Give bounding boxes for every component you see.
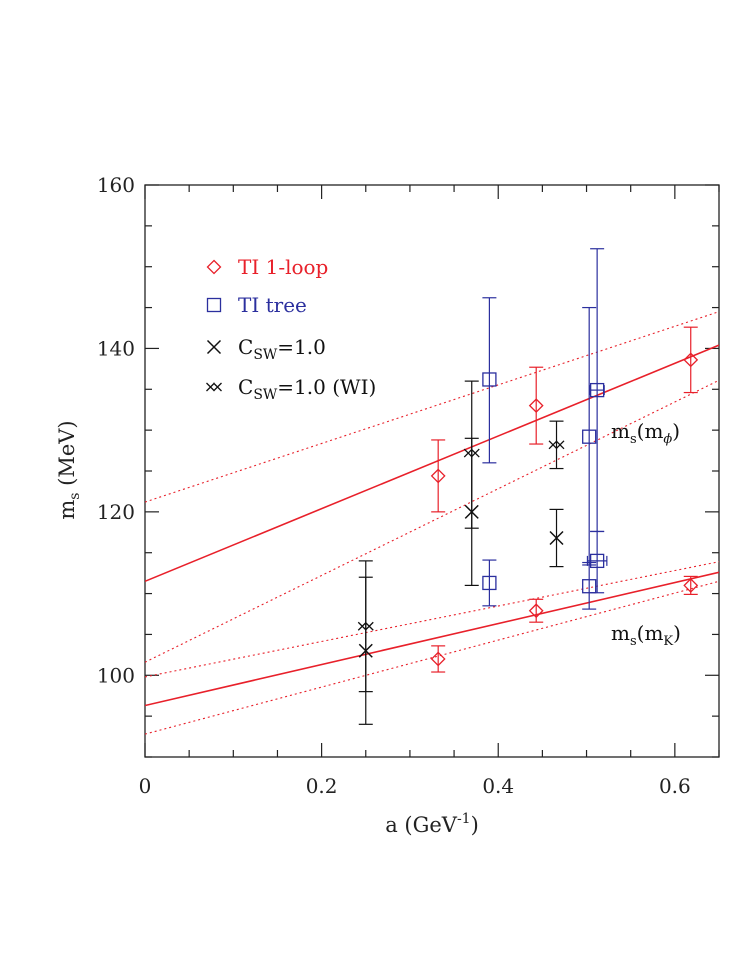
data-point: [528, 598, 544, 623]
x-tick-label: 0: [139, 774, 152, 798]
marker-square: [589, 553, 605, 569]
legend-marker-double-cross: [206, 382, 222, 392]
data-point: [589, 248, 605, 533]
data-point: [582, 306, 597, 566]
marker-square: [482, 372, 497, 387]
marker-diamond: [430, 651, 446, 667]
marker-diamond: [430, 468, 446, 484]
axis-ticks: [144, 184, 720, 758]
x-tick-label: 0.6: [659, 774, 691, 798]
legend-cswwi-base: C: [238, 375, 253, 399]
data-point: [549, 508, 564, 568]
annot-k-sub2: K: [663, 634, 673, 649]
data-point: [683, 326, 699, 394]
annotation-ms-mphi: ms(mϕ): [611, 419, 680, 447]
annot-k-open: (m: [637, 621, 664, 645]
marker-diamond: [683, 577, 699, 593]
marker-square: [482, 575, 497, 591]
annot-phi-sub2: ϕ: [663, 432, 672, 447]
legend-csw-tail: =1.0: [277, 335, 326, 359]
legend-csw-sub: SW: [253, 347, 278, 363]
legend-cswwi-sub: SW: [253, 387, 278, 403]
legend-marker-diamond: [206, 259, 222, 275]
annotation-ms-mk: ms(mK): [611, 621, 681, 649]
data-point: [430, 439, 446, 513]
x-axis-label-close: ): [471, 813, 479, 837]
marker-diamond: [683, 352, 699, 368]
marker-square: [582, 579, 597, 594]
data-point: [582, 561, 597, 610]
plot-frame: [144, 184, 720, 758]
y-tick-label: 160: [97, 173, 135, 197]
marker-diamond: [528, 398, 544, 414]
annot-k-sub: s: [630, 634, 637, 649]
annot-k-close: ): [673, 621, 681, 645]
x-tick-label: 0.4: [482, 774, 514, 798]
fit-band-upper: [145, 311, 719, 503]
annot-k-base: m: [611, 621, 630, 645]
legend-marker-square: [206, 297, 222, 313]
annot-phi-sub: s: [630, 432, 637, 447]
legend-label-csw: CSW=1.0: [238, 335, 326, 363]
y-axis-label-main: m: [55, 500, 79, 520]
marker-diamond: [528, 603, 544, 619]
data-point: [357, 560, 374, 693]
x-axis-label-main: a (GeV: [385, 813, 458, 837]
data-point: [586, 530, 608, 594]
data-point: [548, 420, 565, 470]
data-point: [463, 380, 480, 529]
legend-csw-base: C: [238, 335, 253, 359]
y-tick-label: 100: [97, 663, 135, 687]
legend-marker-cross: [206, 339, 222, 355]
data-point: [430, 645, 446, 673]
marker-square: [589, 382, 605, 398]
y-axis-label: ms (MeV): [55, 420, 83, 519]
data-point: [528, 366, 544, 445]
annot-phi-close: ): [672, 419, 680, 443]
data-point: [482, 297, 497, 464]
fit-band-lower: [145, 379, 719, 663]
data-point: [683, 575, 699, 595]
x-tick-label: 0.2: [306, 774, 338, 798]
y-axis-label-sub: s: [67, 493, 83, 500]
marker-cross: [549, 530, 564, 546]
legend-label-ti-1loop: TI 1-loop: [238, 255, 328, 279]
data-points: [357, 248, 699, 725]
legend-label-ti-tree: TI tree: [238, 293, 307, 317]
fit-line: [145, 344, 719, 583]
legend-label-csw-wi: CSW=1.0 (WI): [238, 375, 376, 403]
legend: TI 1-loop TI tree CSW=1.0 CSW=1.0 (WI): [206, 255, 376, 403]
y-axis-label-unit: (MeV): [55, 420, 79, 492]
legend-markers: [206, 259, 222, 392]
axis-tick-labels: 0 0.2 0.4 0.6 100 120 140 160: [97, 173, 691, 798]
annot-phi-open: (m: [637, 419, 664, 443]
y-tick-label: 120: [97, 500, 135, 524]
data-point: [482, 559, 497, 607]
y-tick-label: 140: [97, 336, 135, 360]
annot-phi-base: m: [611, 419, 630, 443]
fit-lines: [145, 311, 719, 735]
legend-cswwi-tail: =1.0 (WI): [277, 375, 376, 399]
fit-line: [145, 571, 719, 707]
marker-double-cross: [463, 448, 480, 458]
marker-double-cross: [548, 440, 565, 450]
marker-double-cross: [357, 621, 374, 631]
marker-square: [582, 429, 597, 444]
x-axis-label-sup: -1: [457, 811, 471, 827]
x-axis-label: a (GeV-1): [385, 811, 479, 837]
